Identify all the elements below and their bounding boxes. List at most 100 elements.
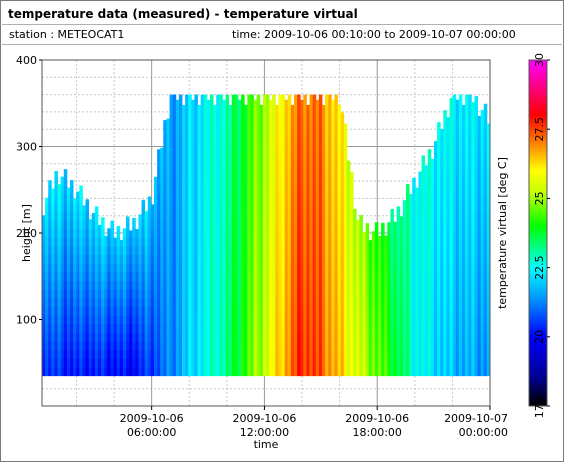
heatmap-cell xyxy=(275,104,279,108)
heatmap-cell xyxy=(458,202,463,212)
heatmap-cell xyxy=(79,323,83,333)
heatmap-cell xyxy=(427,263,432,273)
heatmap-cell xyxy=(452,124,457,134)
heatmap-cell xyxy=(284,176,289,186)
heatmap-cell xyxy=(262,289,267,299)
heatmap-cell xyxy=(290,194,295,204)
heatmap-cell xyxy=(462,185,466,195)
heatmap-cell xyxy=(378,306,382,316)
heatmap-cell xyxy=(471,341,475,351)
heatmap-cell xyxy=(126,349,130,359)
heatmap-cell xyxy=(328,289,332,299)
heatmap-cell xyxy=(57,263,62,273)
heatmap-cell xyxy=(219,323,223,333)
heatmap-cell xyxy=(306,159,310,169)
heatmap-cell xyxy=(262,306,267,316)
heatmap-cell xyxy=(462,341,466,351)
heatmap-cell xyxy=(82,358,86,368)
heatmap-cell xyxy=(206,332,211,342)
heatmap-cell xyxy=(368,271,373,281)
heatmap-cell xyxy=(325,228,329,238)
heatmap-cell xyxy=(70,254,74,264)
heatmap-cell xyxy=(446,142,450,152)
heatmap-cell xyxy=(42,332,46,342)
heatmap-cell xyxy=(284,194,289,204)
heatmap-cell xyxy=(262,116,267,126)
heatmap-cell xyxy=(51,315,55,325)
heatmap-cell xyxy=(449,168,454,178)
heatmap-cell xyxy=(421,159,426,169)
heatmap-cell xyxy=(269,367,273,377)
heatmap-cell xyxy=(322,245,326,256)
heatmap-cell xyxy=(449,211,454,221)
heatmap-cell xyxy=(350,358,354,368)
heatmap-cell xyxy=(272,315,276,325)
heatmap-cell xyxy=(238,202,242,212)
heatmap-cell xyxy=(206,228,211,238)
heatmap-cell xyxy=(315,237,320,247)
heatmap-cell xyxy=(200,358,205,368)
heatmap-cell xyxy=(160,185,164,195)
heatmap-cell xyxy=(129,332,133,342)
heatmap-cell xyxy=(427,332,432,342)
heatmap-cell xyxy=(290,271,295,281)
heatmap-cell xyxy=(172,263,177,273)
heatmap-cell xyxy=(234,228,239,238)
heatmap-cell xyxy=(272,263,276,273)
heatmap-cell xyxy=(79,289,83,299)
heatmap-cell xyxy=(315,220,320,230)
heatmap-cell xyxy=(306,228,310,238)
heatmap-cell xyxy=(356,367,360,377)
heatmap-cell xyxy=(356,323,360,333)
heatmap-cell xyxy=(272,159,276,169)
heatmap-cell xyxy=(259,220,264,230)
heatmap-cell xyxy=(76,367,80,377)
heatmap-cell xyxy=(337,168,342,178)
heatmap-cell xyxy=(206,99,211,108)
heatmap-cell xyxy=(480,237,485,247)
heatmap-cell xyxy=(284,133,289,143)
heatmap-cell xyxy=(430,263,435,273)
heatmap-cell xyxy=(390,237,394,247)
heatmap-cell xyxy=(381,306,385,316)
heatmap-cell xyxy=(365,323,370,333)
heatmap-cell xyxy=(113,332,118,342)
heatmap-cell xyxy=(272,306,276,316)
heatmap-cell xyxy=(309,358,314,368)
heatmap-cell xyxy=(430,341,435,351)
heatmap-cell xyxy=(318,349,323,359)
heatmap-cell xyxy=(294,297,298,307)
heatmap-cell xyxy=(94,306,99,316)
heatmap-cell xyxy=(281,289,286,299)
heatmap-cell xyxy=(269,271,273,281)
heatmap-cell xyxy=(346,367,351,377)
heatmap-cell xyxy=(66,367,71,377)
heatmap-cell xyxy=(234,263,239,273)
heatmap-cell xyxy=(309,150,314,160)
heatmap-cell xyxy=(300,159,304,169)
heatmap-cell xyxy=(175,323,180,333)
heatmap-cell xyxy=(247,341,251,351)
heatmap-cell xyxy=(269,237,273,247)
heatmap-cell xyxy=(66,297,71,307)
heatmap-cell xyxy=(76,228,80,238)
heatmap-cell xyxy=(272,124,276,134)
heatmap-cell xyxy=(337,185,342,195)
heatmap-cell xyxy=(163,133,167,143)
heatmap-cell xyxy=(384,254,388,264)
heatmap-cell xyxy=(197,194,202,204)
heatmap-cell xyxy=(88,220,93,230)
heatmap-cell xyxy=(262,159,267,169)
heatmap-cell xyxy=(132,220,136,230)
heatmap-cell xyxy=(381,271,385,281)
heatmap-cell xyxy=(458,297,463,307)
heatmap-cell xyxy=(290,185,295,195)
heatmap-cell xyxy=(150,349,155,359)
heatmap-cell xyxy=(486,176,490,186)
heatmap-cell xyxy=(446,245,450,256)
heatmap-cell xyxy=(178,289,183,299)
heatmap-cell xyxy=(247,297,251,307)
heatmap-cell xyxy=(437,306,441,316)
heatmap-cell xyxy=(213,306,217,316)
heatmap-cell xyxy=(119,240,124,247)
